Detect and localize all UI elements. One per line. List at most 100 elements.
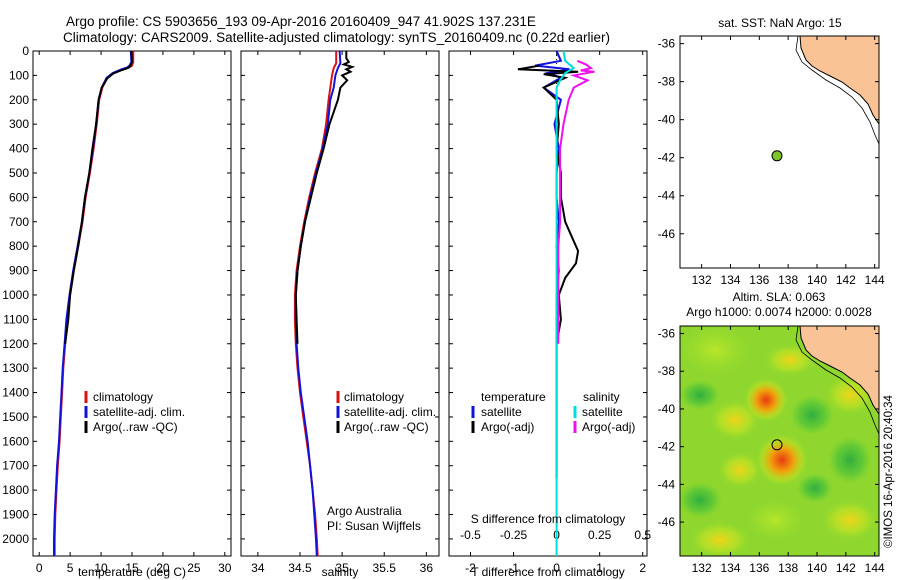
depth-tick-label: 1400 [2,386,29,400]
depth-tick-label: 300 [9,117,29,131]
sla-map-panel: Altim. SLA: 0.063 Argo h1000: 0.0074 h20… [658,290,895,575]
longitude-tick-label: 132 [692,273,712,287]
legend-label-argo: Argo(..raw -QC) [93,420,178,434]
sla-map-title-line1: Altim. SLA: 0.063 [733,290,826,304]
temperature-legend: climatology satellite-adj. clim. Argo(..… [84,390,185,434]
sst-shelf-contour [795,36,879,145]
depth-tick-label: 800 [9,239,29,253]
latitude-tick-label: -40 [658,402,676,416]
latitude-tick-label: -42 [658,151,676,165]
sla-land-shape [799,326,879,415]
s-difference-tick-label: -0.25 [500,528,528,542]
legend-label-s-satellite: satellite [582,405,623,419]
legend-label-satellite: satellite-adj. clim. [93,405,185,419]
depth-tick-label: 1300 [2,361,29,375]
latitude-tick-label: -44 [658,477,676,491]
depth-tick-label: 200 [9,93,29,107]
salinity-xtick-label: 36 [420,561,434,575]
salinity-series-argo [294,51,356,344]
depth-tick-label: 1700 [2,459,29,473]
salinity-xtick-label: 34.5 [288,561,312,575]
depth-tick-label: 600 [9,190,29,204]
depth-tick-label: 1100 [3,312,29,326]
longitude-tick-label: 134 [720,273,740,287]
longitude-tick-label: 132 [692,561,712,575]
latitude-tick-label: -46 [658,227,676,241]
longitude-tick-label: 142 [836,273,856,287]
temperature-series-argo [64,50,134,344]
t-difference-tick-label: 2 [639,561,646,575]
salinity-xlabel: salinity [322,565,359,579]
legend-label-climatology: climatology [93,390,153,404]
s-difference-tick-label: 0.25 [588,528,612,542]
sla-argo-point [771,439,783,451]
figure-title-line2: Climatology: CARS2009. Satellite-adjuste… [63,30,611,45]
longitude-tick-label: 134 [720,561,740,575]
temperature-xtick-label: 20 [156,561,170,575]
longitude-tick-label: 138 [778,273,798,287]
t-difference-tick-label: 0 [553,561,560,575]
sst-map-frame [679,35,880,269]
pi-note: PI: Susan Wijffels [327,519,421,533]
longitude-tick-label: 136 [749,561,769,575]
longitude-tick-label: 136 [749,273,769,287]
figure-title-line1: Argo profile: CS 5903656_193 09-Apr-2016… [66,14,536,29]
depth-tick-label: 1200 [2,337,29,351]
salinity-panel: 34 34.5 35 35.5 36 salinity climatology sate… [240,50,440,579]
legend-group-salinity: salinity [583,390,620,404]
depth-tick-label: 700 [9,215,29,229]
depth-tick-label: 1900 [2,508,29,522]
depth-tick-label: 100 [9,68,29,82]
salinity-axes-frame [240,50,440,557]
temperature-axes-frame [32,50,232,557]
sla-map-title-line2: Argo h1000: 0.0074 h2000: 0.0028 [686,305,872,319]
sst-argo-point [771,150,783,162]
difference-axes-frame [448,50,648,557]
imos-credit: ©IMOS 16-Apr-2016 20:40:34 [883,394,895,548]
depth-tick-label: 500 [9,166,29,180]
temperature-xtick-label: 10 [94,561,108,575]
t-difference-tick-label: -1 [508,561,519,575]
legend-label-argo: Argo(..raw -QC) [344,420,429,434]
temperature-panel: 0100200300400500600700800900100011001200… [2,44,232,579]
depth-tick-label: 900 [9,264,29,278]
latitude-tick-label: -38 [658,364,676,378]
latitude-tick-label: -38 [658,75,676,89]
depth-tick-label: 1800 [2,483,29,497]
latitude-tick-label: -44 [658,189,676,203]
t-difference-tick-label: -2 [465,561,476,575]
s-difference-tick-label: -0.5 [460,528,481,542]
depth-tick-label: 1000 [2,288,29,302]
latitude-tick-label: -40 [658,113,676,127]
depth-tick-label: 2000 [2,532,29,546]
legend-label-climatology: climatology [344,390,404,404]
longitude-tick-label: 140 [807,561,827,575]
temperature-xtick-label: 25 [187,561,201,575]
depth-tick-label: 0 [22,44,29,58]
latitude-tick-label: -36 [658,37,676,51]
latitude-tick-label: -36 [658,327,676,341]
longitude-tick-label: 140 [807,273,827,287]
sst-land-shape [799,36,879,125]
legend-label-satellite: satellite-adj. clim. [344,405,436,419]
legend-label-t-argo: Argo(-adj) [481,420,534,434]
longitude-tick-label: 142 [836,561,856,575]
legend-label-t-satellite: satellite [481,405,522,419]
depth-tick-label: 1500 [2,410,29,424]
legend-label-s-argo: Argo(-adj) [582,420,635,434]
sst-map-title: sat. SST: NaN Argo: 15 [718,16,842,30]
salinity-xtick-label: 35.5 [373,561,397,575]
latitude-tick-label: -46 [658,515,676,529]
salinity-xtick-label: 35 [335,561,349,575]
temperature-xtick-label: 30 [218,561,232,575]
difference-series-argo_s [557,59,595,344]
s-difference-tick-label: 0.5 [634,528,651,542]
latitude-tick-label: -42 [658,440,676,454]
salinity-legend: climatology satellite-adj. clim. Argo(..… [336,390,436,434]
longitude-tick-label: 138 [778,561,798,575]
temperature-xlabel: temperature (deg C) [78,565,186,579]
temperature-xtick-label: 5 [67,561,74,575]
temperature-xtick-label: 0 [36,561,43,575]
